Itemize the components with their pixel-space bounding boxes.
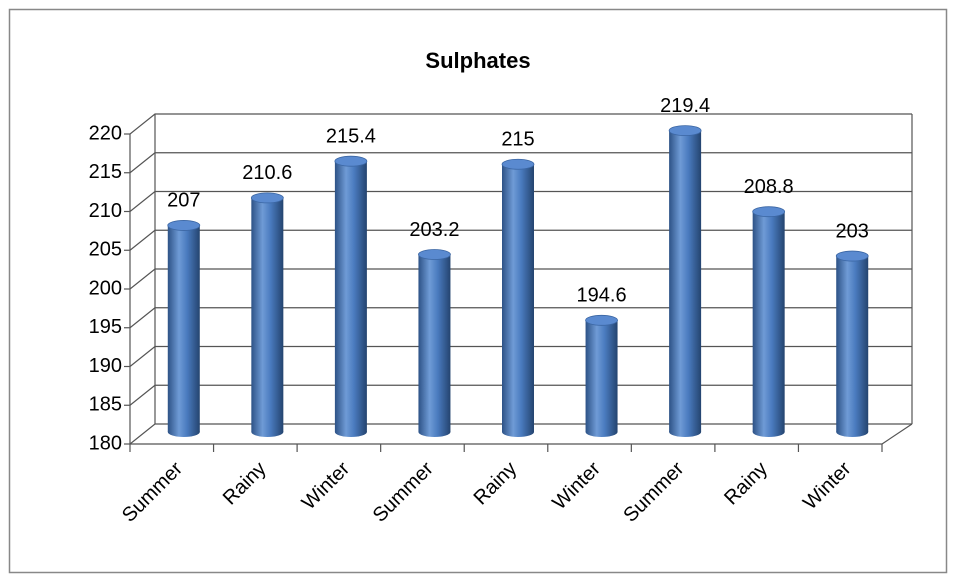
data-label: 208.8 (744, 176, 794, 198)
chart-title: Sulphates (425, 48, 530, 73)
y-tick-label: 205 (89, 239, 122, 261)
bar-top (668, 125, 702, 136)
y-tick-label: 185 (89, 394, 122, 416)
y-tick-label: 200 (89, 277, 122, 299)
bar (167, 220, 201, 437)
data-label: 215.4 (326, 125, 376, 147)
y-tick-label: 180 (89, 432, 122, 454)
grid-line (129, 345, 912, 367)
bar-bottom (585, 427, 618, 437)
grid-line (129, 384, 912, 406)
bar-top (835, 250, 869, 262)
bar (501, 158, 535, 437)
bar-bottom (502, 427, 534, 437)
data-label: 207 (167, 190, 200, 212)
bar-top (334, 155, 368, 167)
grid-line (129, 190, 912, 212)
bar-body (669, 130, 702, 432)
bar-body (585, 320, 618, 432)
bar-body (502, 164, 534, 432)
bar-bottom (334, 427, 367, 437)
bar (668, 125, 702, 437)
data-label: 194.6 (577, 285, 627, 307)
bar-bottom (836, 427, 869, 437)
chart-border (8, 8, 948, 574)
grid-line (129, 423, 912, 445)
y-tick-label: 190 (89, 355, 122, 377)
bar (250, 192, 284, 437)
bar-bottom (167, 427, 200, 437)
data-label: 215 (501, 129, 534, 151)
grid-line (129, 268, 912, 290)
data-label: 210.6 (242, 162, 292, 184)
grid-line (129, 229, 912, 251)
bar-body (167, 225, 200, 432)
grid-line (129, 113, 912, 135)
data-label: 219.4 (660, 95, 710, 117)
bar-top (418, 249, 451, 260)
data-label: 203.2 (409, 219, 459, 241)
bar-top (752, 206, 786, 218)
grid-line (129, 307, 912, 329)
y-tick-label: 210 (89, 200, 122, 222)
bar (752, 206, 786, 437)
data-label: 203 (836, 220, 869, 242)
bar-body (334, 161, 367, 432)
grid-line (129, 152, 912, 174)
bar (334, 155, 368, 437)
bar-bottom (251, 427, 284, 437)
bar-body (752, 211, 785, 432)
bar-top (250, 192, 284, 204)
bar-bottom (669, 427, 702, 437)
bar (835, 250, 869, 437)
bar-body (251, 197, 284, 432)
bar-top (585, 314, 618, 326)
bar (585, 314, 618, 437)
y-tick-label: 215 (89, 161, 122, 183)
bar-top (167, 220, 201, 231)
bar (418, 249, 451, 437)
bar-body (836, 256, 869, 432)
bar-bottom (418, 427, 451, 437)
y-tick-label: 195 (89, 316, 122, 338)
y-tick-label: 220 (89, 122, 122, 144)
bar-top (501, 158, 535, 170)
bar-bottom (752, 427, 785, 437)
bar-body (418, 254, 451, 432)
